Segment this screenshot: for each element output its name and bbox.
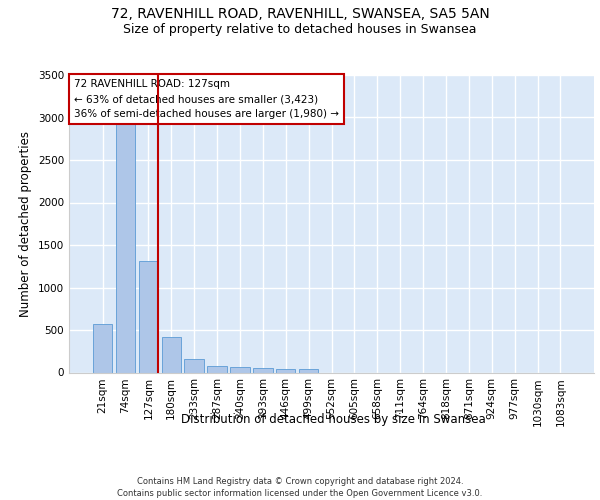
Bar bbox=[208, 366, 227, 372]
Text: Distribution of detached houses by size in Swansea: Distribution of detached houses by size … bbox=[181, 412, 485, 426]
Text: 72 RAVENHILL ROAD: 127sqm
← 63% of detached houses are smaller (3,423)
36% of se: 72 RAVENHILL ROAD: 127sqm ← 63% of detac… bbox=[74, 80, 339, 119]
Text: 72, RAVENHILL ROAD, RAVENHILL, SWANSEA, SA5 5AN: 72, RAVENHILL ROAD, RAVENHILL, SWANSEA, … bbox=[110, 8, 490, 22]
Bar bbox=[299, 369, 319, 372]
Bar bbox=[184, 360, 204, 372]
Bar bbox=[161, 337, 181, 372]
Text: Contains HM Land Registry data © Crown copyright and database right 2024.
Contai: Contains HM Land Registry data © Crown c… bbox=[118, 476, 482, 498]
Y-axis label: Number of detached properties: Number of detached properties bbox=[19, 130, 32, 317]
Bar bbox=[93, 324, 112, 372]
Bar bbox=[230, 368, 250, 372]
Bar bbox=[139, 261, 158, 372]
Bar bbox=[276, 368, 295, 372]
Text: Size of property relative to detached houses in Swansea: Size of property relative to detached ho… bbox=[123, 24, 477, 36]
Bar bbox=[116, 124, 135, 372]
Bar bbox=[253, 368, 272, 372]
